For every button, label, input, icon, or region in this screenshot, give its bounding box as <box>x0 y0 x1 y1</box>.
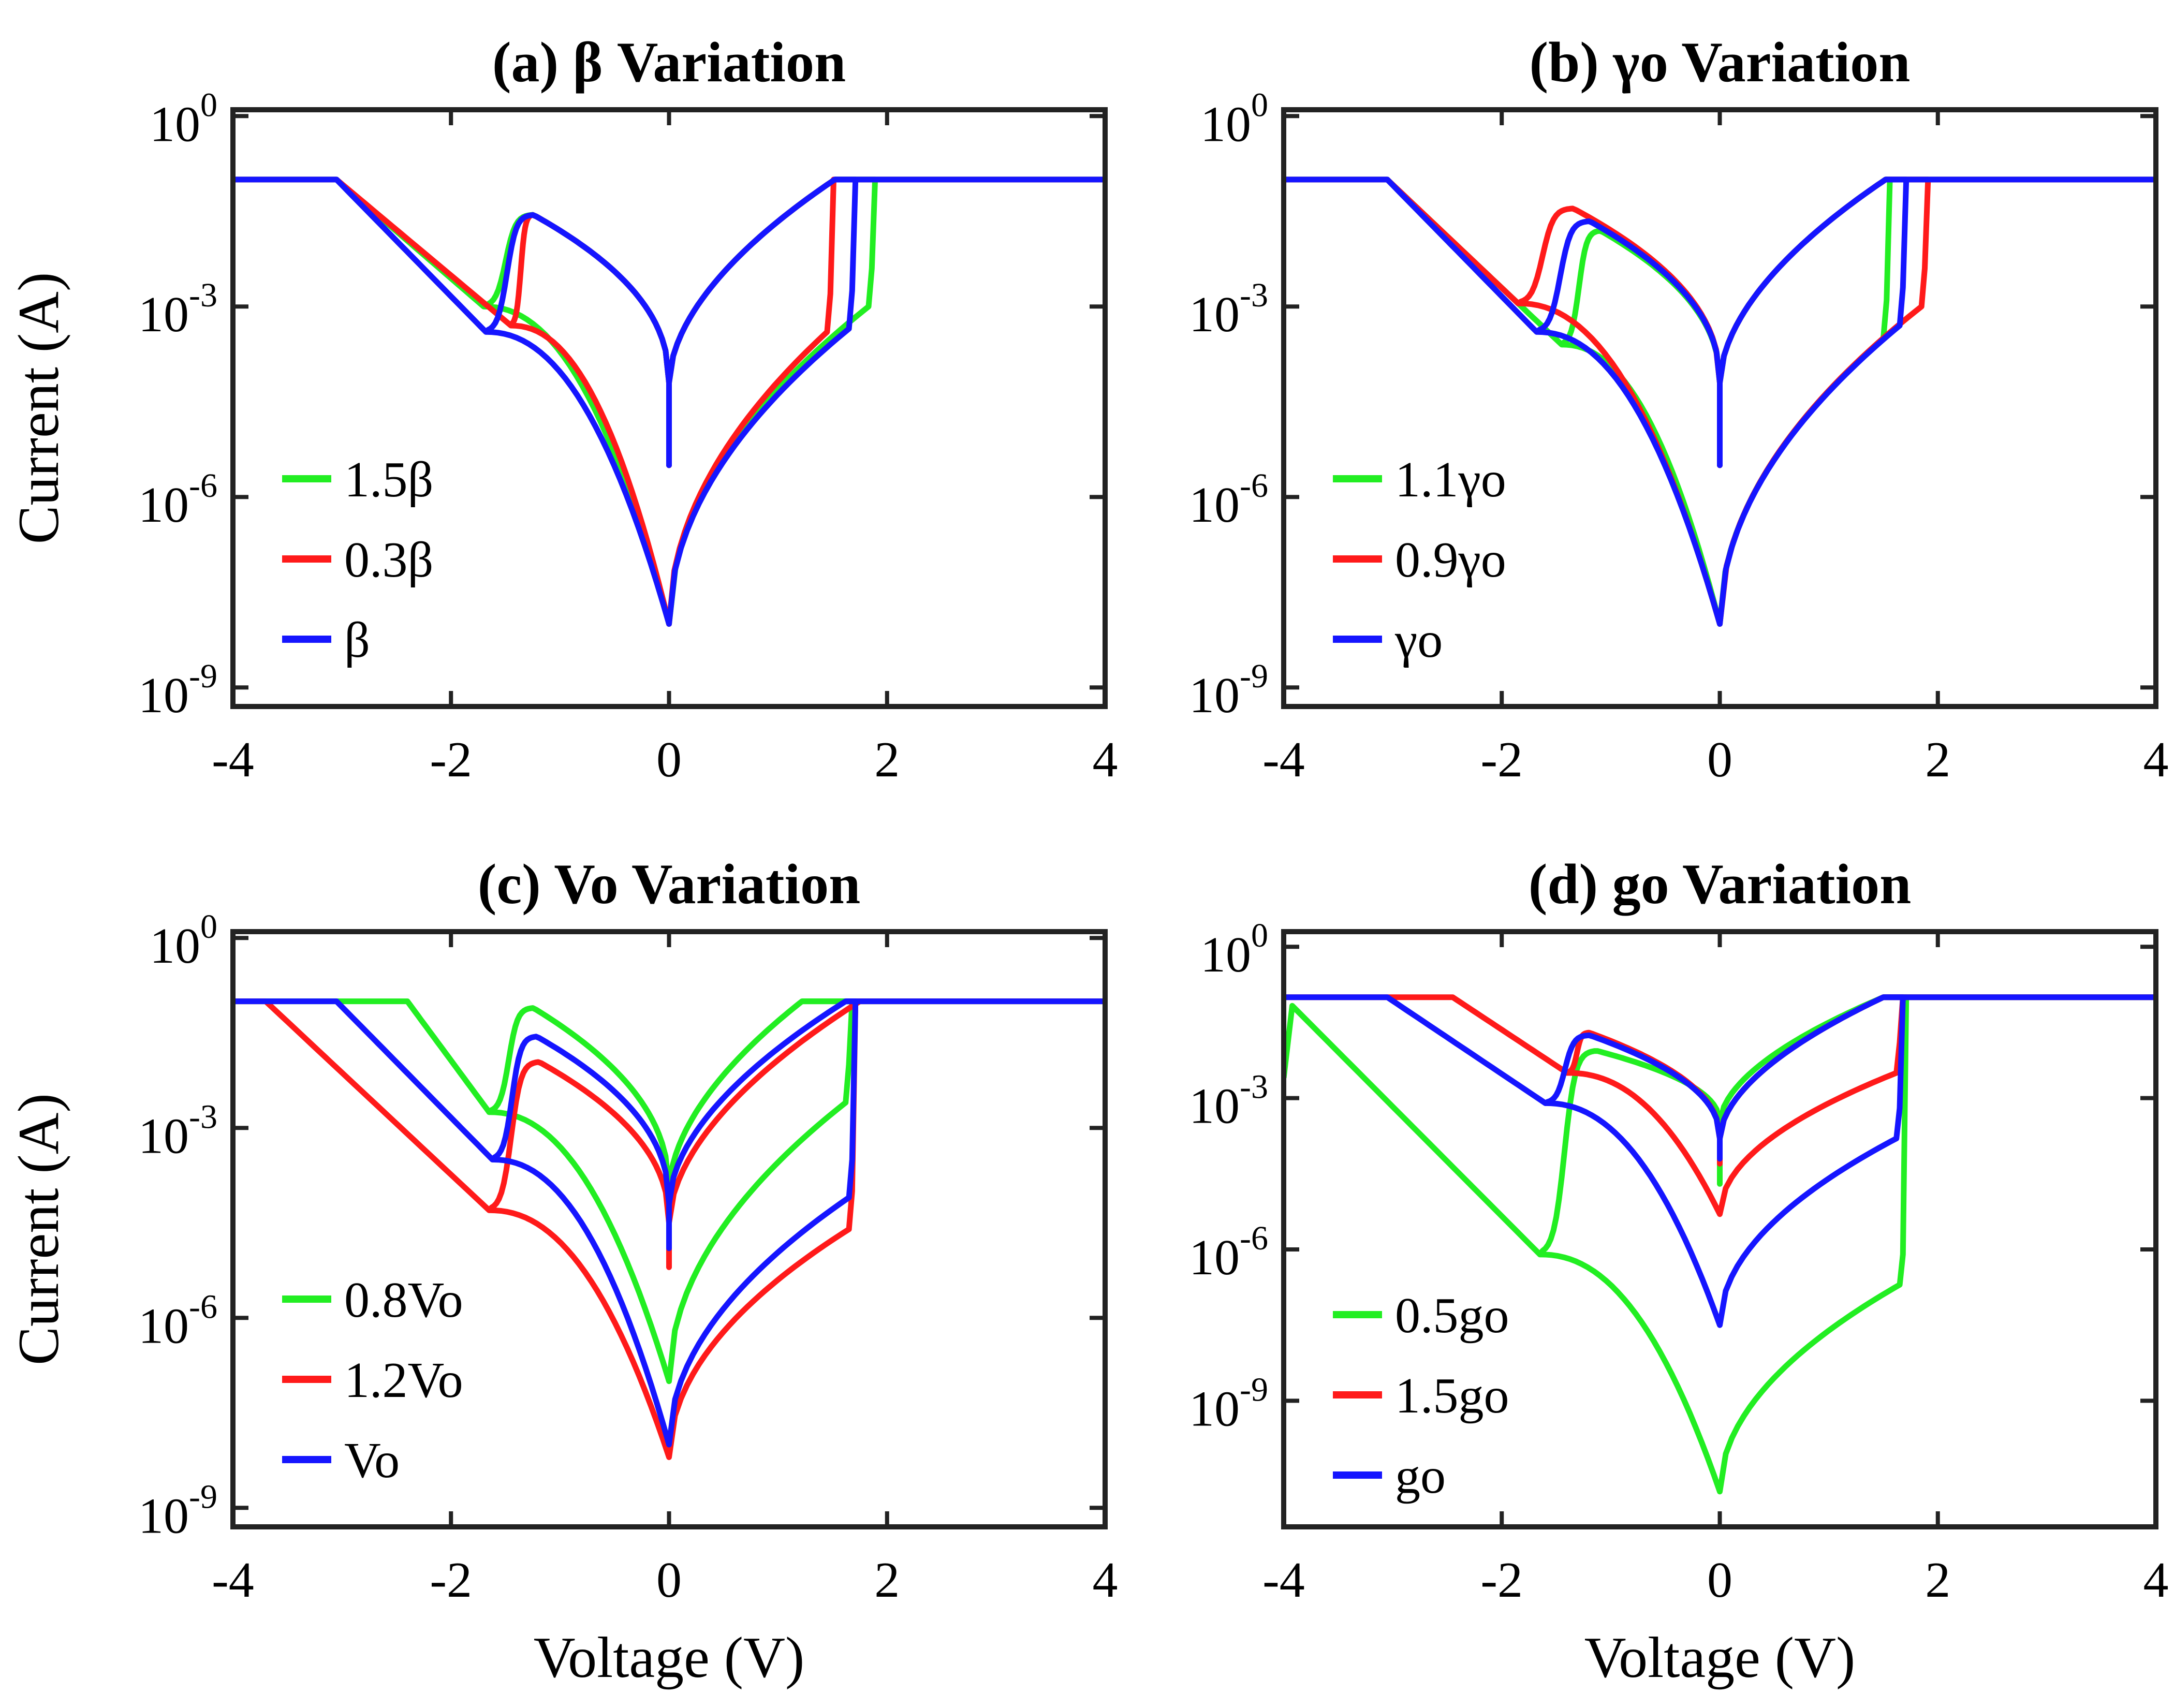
axes-frame <box>1281 929 2158 1529</box>
y-tick-label: 10-3 <box>1189 1068 1268 1135</box>
series-line-2 <box>1284 176 2156 468</box>
legend-label: Vo <box>344 1433 400 1489</box>
y-tick-label: 10-6 <box>138 467 217 533</box>
legend: 1.5β 0.3β β <box>282 452 433 668</box>
series-line-lower-2 <box>486 176 859 627</box>
chart-title: (c) Vo Variation <box>478 852 861 916</box>
y-tick-label: 10-6 <box>1189 1219 1268 1286</box>
chart-title: (d) go Variation <box>1529 852 1912 916</box>
y-tick-label: 10-3 <box>138 1098 217 1164</box>
x-tick-label: -2 <box>430 1552 472 1608</box>
series-line-0 <box>233 998 1105 1239</box>
x-tick-label: 2 <box>874 732 900 788</box>
legend-label: β <box>344 612 370 668</box>
x-tick-label: -2 <box>1480 732 1523 788</box>
x-tick-label: 2 <box>1925 732 1950 788</box>
legend-label: 1.2Vo <box>344 1352 463 1408</box>
series-line-2 <box>233 998 1105 1251</box>
legend: 0.8Vo 1.2Vo Vo <box>282 1272 463 1489</box>
x-tick-label: 0 <box>1707 732 1732 788</box>
legend-label: 0.5go <box>1395 1288 1509 1344</box>
x-tick-label: 4 <box>1093 732 1118 788</box>
plot-area <box>233 998 1105 1460</box>
legend-label: 0.9γo <box>1395 532 1506 588</box>
series-line-lower-0 <box>1561 176 1893 627</box>
chart-title: (b) γo Variation <box>1529 31 1910 94</box>
y-axis-label: Current (A) <box>7 1093 71 1365</box>
y-tick-label: 100 <box>1200 86 1268 152</box>
series-line-lower-1 <box>510 176 836 627</box>
series-line-1 <box>233 998 1105 1270</box>
series-line-2 <box>233 176 1105 468</box>
panel-b: -4 -2 0 2 4 100 10-3 10-6 10-9 (b) γo Variation 1.… <box>1189 31 2168 788</box>
x-axis-label: Voltage (V) <box>534 1626 805 1690</box>
panel-a: -4 -2 0 2 4 100 10-3 10-6 10-9 (a) β Variation Cur… <box>7 31 1118 788</box>
series-line-0 <box>1284 994 2156 1258</box>
legend-label: 1.1γo <box>1395 452 1506 508</box>
legend: 1.1γo 0.9γo γo <box>1333 452 1506 668</box>
legend: 0.5go 1.5go go <box>1333 1288 1509 1504</box>
x-tick-label: 4 <box>2143 1552 2169 1608</box>
legend-label: 0.8Vo <box>344 1272 463 1328</box>
x-axis-label: Voltage (V) <box>1584 1626 1856 1690</box>
y-tick-label: 10-9 <box>138 657 217 724</box>
panel-c: -4 -2 0 2 4 100 10-3 10-6 10-9 (c) Vo Variation Cu… <box>7 852 1118 1690</box>
y-tick-label: 100 <box>150 908 217 974</box>
x-tick-label: 4 <box>2143 732 2169 788</box>
x-tick-label: 2 <box>874 1552 900 1608</box>
y-tick-label: 10-3 <box>138 276 217 343</box>
series-line-lower-2 <box>1545 994 1906 1328</box>
legend-label: 0.3β <box>344 532 433 588</box>
plot-area <box>1284 176 2156 627</box>
x-tick-label: -4 <box>1262 732 1305 788</box>
series-line-lower-0 <box>489 998 855 1385</box>
x-tick-label: 2 <box>1925 1552 1950 1608</box>
x-tick-label: -4 <box>212 732 254 788</box>
series-line-lower-1 <box>1518 176 1931 627</box>
legend-label: 1.5go <box>1395 1368 1509 1424</box>
legend-label: 1.5β <box>344 452 433 508</box>
y-tick-label: 100 <box>1200 917 1268 983</box>
y-tick-label: 10-9 <box>1189 657 1268 724</box>
legend-label: go <box>1395 1448 1446 1504</box>
legend-label: γo <box>1394 612 1443 668</box>
plot-area <box>1284 994 2156 1495</box>
x-tick-label: 0 <box>656 732 682 788</box>
series-line-lower-1 <box>489 998 860 1460</box>
series-line-lower-1 <box>1567 994 1906 1217</box>
y-tick-label: 10-6 <box>138 1288 217 1354</box>
x-tick-label: 0 <box>1707 1552 1732 1608</box>
panel-d: -4 -2 0 2 4 100 10-3 10-6 10-9 (d) go Variation Vo… <box>1189 852 2168 1690</box>
series-line-2 <box>1284 994 2156 1162</box>
y-tick-label: 10-9 <box>138 1478 217 1544</box>
x-tick-label: -4 <box>212 1552 254 1608</box>
y-axis-label: Current (A) <box>7 272 71 544</box>
y-tick-label: 10-9 <box>1189 1371 1268 1437</box>
x-tick-label: -2 <box>430 732 472 788</box>
y-tick-label: 10-3 <box>1189 276 1268 343</box>
x-tick-label: -4 <box>1262 1552 1305 1608</box>
x-tick-label: 4 <box>1093 1552 1118 1608</box>
y-tick-label: 10-6 <box>1189 467 1268 533</box>
chart-title: (a) β Variation <box>492 31 846 94</box>
series-line-lower-2 <box>492 998 859 1448</box>
y-tick-label: 100 <box>150 86 217 152</box>
series-line-lower-2 <box>1536 176 1909 627</box>
plot-area <box>233 176 1105 627</box>
x-tick-label: -2 <box>1480 1552 1523 1608</box>
series-line-lower-0 <box>1539 994 1909 1495</box>
x-tick-label: 0 <box>656 1552 682 1608</box>
